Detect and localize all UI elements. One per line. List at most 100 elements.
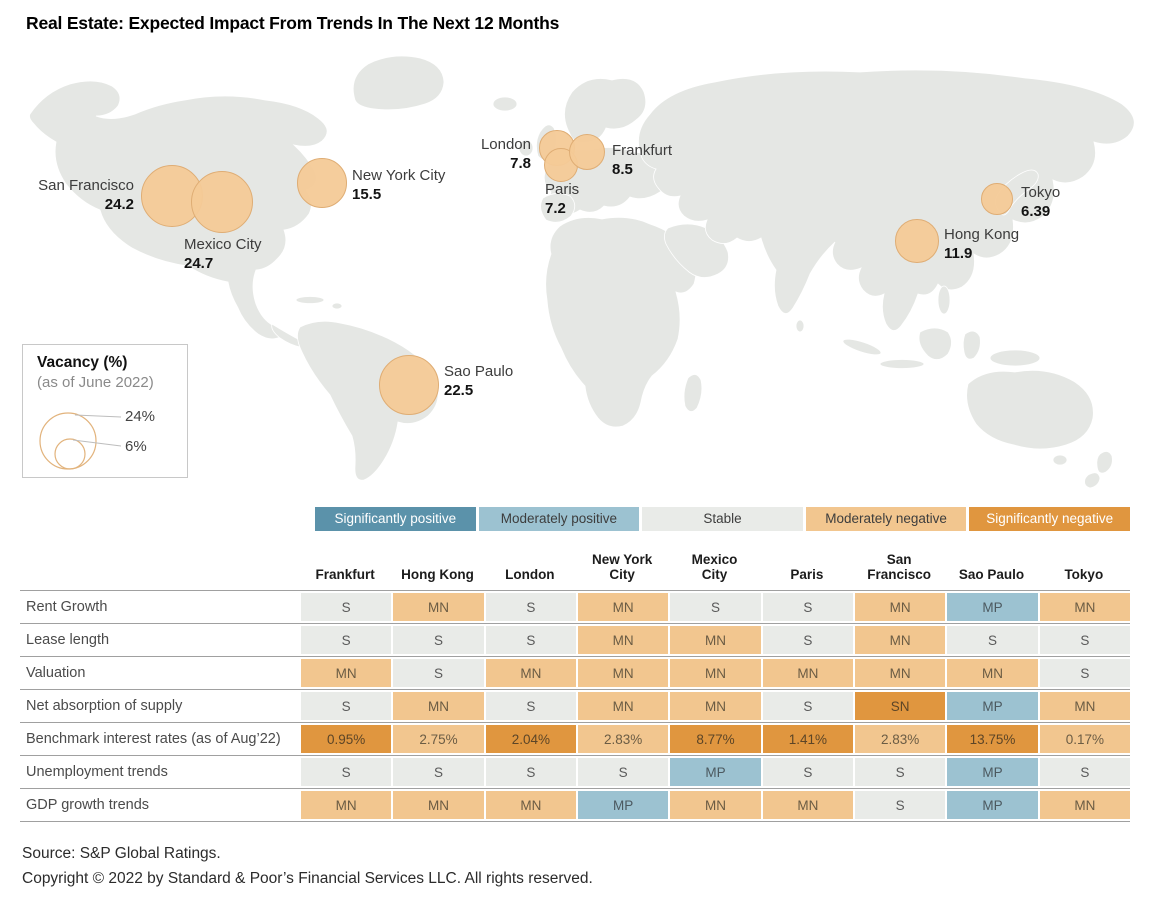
landmass-new-zealand-south: [1084, 472, 1101, 489]
impact-cell: MN: [301, 659, 392, 687]
landmass-philippines: [937, 285, 951, 315]
impact-cell: S: [762, 626, 853, 654]
impact-cell: 0.17%: [1039, 725, 1130, 753]
landmass-asia: [638, 69, 1135, 331]
row-label: Lease length: [26, 632, 110, 648]
impact-cell: S: [485, 593, 576, 621]
impact-cell: SN: [855, 692, 946, 720]
city-bubble-sao-paulo: [379, 355, 439, 415]
impact-cell: S: [393, 659, 484, 687]
impact-cell: MP: [947, 758, 1038, 786]
impact-cell: MN: [1039, 593, 1130, 621]
impact-cell: S: [301, 593, 392, 621]
column-header-tokyo: Tokyo: [1064, 567, 1104, 582]
copyright-line: Copyright © 2022 by Standard & Poor’s Fi…: [22, 870, 593, 887]
city-label-sao-paulo: Sao Paulo 22.5: [444, 362, 513, 400]
impact-legend: Significantly positive Moderately positiv…: [315, 507, 1130, 531]
landmass-cuba: [295, 296, 325, 304]
landmass-ireland: [518, 139, 534, 157]
legend-chip-sp: Significantly positive: [315, 507, 476, 531]
impact-cell: MN: [670, 659, 761, 687]
landmass-tasmania: [1052, 454, 1068, 466]
column-header-paris: Paris: [790, 567, 824, 582]
impact-cell: MN: [393, 791, 484, 819]
row-label: GDP growth trends: [26, 797, 150, 813]
impact-cell: MN: [855, 659, 946, 687]
impact-cell: S: [1039, 758, 1130, 786]
impact-cell: MN: [485, 791, 576, 819]
table-row-gdp-growth-trends: GDP growth trends MN MN MN MP MN MN S MP MN: [20, 788, 1130, 821]
city-name: Hong Kong: [944, 226, 1020, 243]
impact-cell: 13.75%: [947, 725, 1038, 753]
landmass-hispaniola: [331, 302, 343, 310]
column-header-new-york-city: New York City: [592, 552, 653, 582]
landmass-new-zealand-north: [1096, 451, 1113, 474]
impact-cell: S: [762, 593, 853, 621]
impact-cell: S: [762, 758, 853, 786]
city-name: Frankfurt: [612, 142, 673, 159]
city-vacancy-value: 22.5: [444, 382, 474, 399]
vacancy-legend-subtitle: (as of June 2022): [37, 374, 154, 391]
column-header-hong-kong: Hong Kong: [401, 567, 474, 582]
table-row-rent-growth: Rent Growth S MN S MN S S MN MP MN: [20, 590, 1130, 623]
impact-cell: MP: [947, 791, 1038, 819]
impact-cell: S: [485, 692, 576, 720]
impact-cell: MN: [578, 593, 669, 621]
vacancy-circle-small: [54, 438, 86, 470]
impact-cell: S: [762, 692, 853, 720]
city-vacancy-value: 24.2: [104, 196, 134, 213]
city-vacancy-value: 7.2: [545, 200, 566, 217]
row-label: Benchmark interest rates (as of Aug’22): [26, 731, 281, 747]
table-body: Rent Growth S MN S MN S S MN MP MN Lease length S S S…: [20, 590, 1130, 822]
landmass-iceland: [492, 96, 518, 112]
impact-cell: MN: [670, 626, 761, 654]
city-vacancy-value: 7.8: [510, 155, 531, 172]
impact-cell: S: [485, 626, 576, 654]
row-label: Rent Growth: [26, 599, 108, 615]
impact-cell: MP: [947, 692, 1038, 720]
vacancy-circle-large: [39, 412, 97, 470]
impact-cell: MP: [578, 791, 669, 819]
impact-cell: MN: [393, 692, 484, 720]
impact-cell: MN: [485, 659, 576, 687]
city-name: New York City: [352, 167, 446, 184]
city-vacancy-value: 15.5: [352, 186, 382, 203]
impact-cell: S: [1039, 626, 1130, 654]
source-line: Source: S&P Global Ratings.: [22, 845, 221, 862]
impact-cell: 2.83%: [855, 725, 946, 753]
impact-cell: MN: [947, 659, 1038, 687]
map-overlay: San Francisco 24.2 Mexico City 24.7 New York…: [0, 42, 1156, 502]
impact-cell: S: [670, 593, 761, 621]
impact-cell: MN: [301, 791, 392, 819]
city-label-frankfurt: Frankfurt 8.5: [612, 141, 672, 179]
footer: Source: S&P Global Ratings. Copyright © …: [22, 841, 593, 891]
impact-cell: 2.83%: [578, 725, 669, 753]
impact-cell: MN: [762, 659, 853, 687]
city-name: London: [480, 136, 531, 153]
impact-cell: S: [301, 758, 392, 786]
vacancy-legend: Vacancy (%) (as of June 2022) 24% 6%: [22, 344, 188, 478]
impact-cell: MN: [855, 626, 946, 654]
impact-cell: S: [301, 626, 392, 654]
landmass-greenland: [352, 55, 445, 111]
impact-cell: 8.77%: [670, 725, 761, 753]
city-bubble-tokyo: [981, 183, 1013, 215]
landmass-australia: [966, 369, 1094, 450]
city-bubble-hong-kong: [895, 219, 939, 263]
city-name: San Francisco: [38, 177, 134, 194]
landmass-sri-lanka: [795, 319, 805, 333]
column-header-london: London: [505, 567, 555, 582]
city-bubble-frankfurt: [568, 133, 606, 171]
table-row-valuation: Valuation MN S MN MN MN MN MN MN S: [20, 656, 1130, 689]
impact-cell: MN: [578, 692, 669, 720]
landmass-sulawesi: [962, 330, 981, 360]
impact-cell: S: [578, 758, 669, 786]
impact-cell: S: [1039, 659, 1130, 687]
impact-cell: MP: [670, 758, 761, 786]
impact-cell: MN: [670, 692, 761, 720]
impact-cell: MN: [578, 626, 669, 654]
vacancy-leader-small: [72, 439, 122, 447]
impact-cell: 2.04%: [485, 725, 576, 753]
city-label-london: London 7.8: [481, 135, 531, 173]
